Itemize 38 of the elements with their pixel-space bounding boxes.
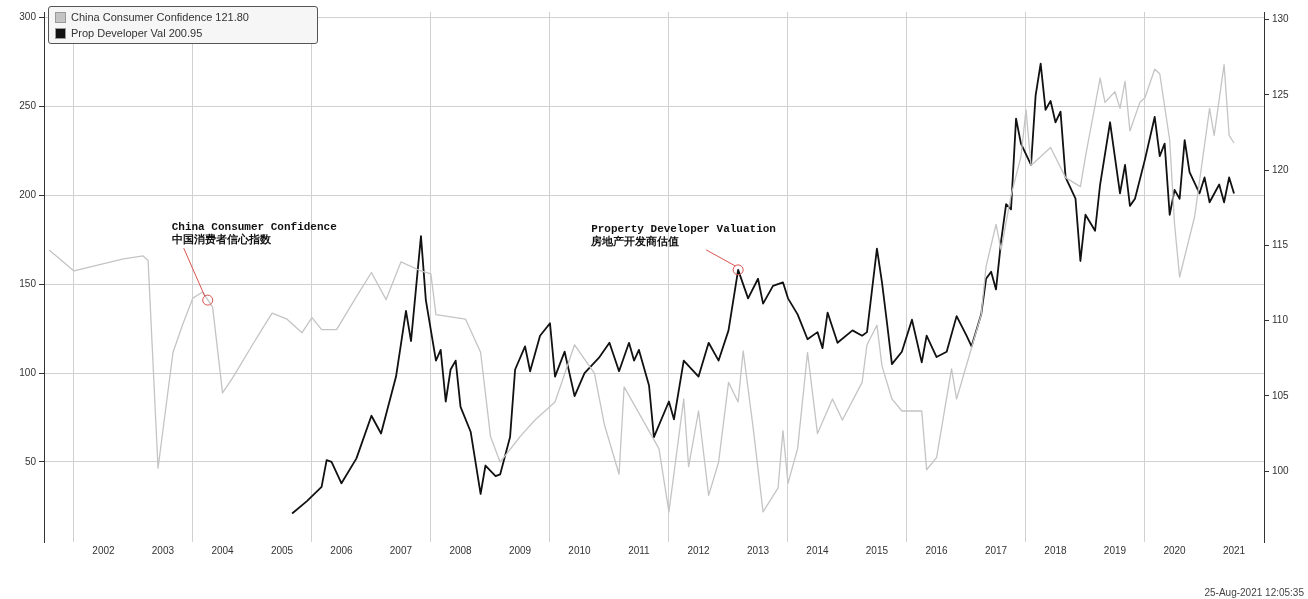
x-tick-label: 2013 [746,544,770,556]
x-tick-label: 2014 [806,544,830,556]
x-tick-label: 2006 [330,544,354,556]
legend-label: Prop Developer Val 200.95 [71,27,204,39]
y2-tick-label: 100 [1272,464,1290,476]
x-tick-label: 2018 [1044,544,1068,556]
y2-tick-label: 125 [1272,88,1290,100]
annotation: Property Developer Valuation 房地产开发商估值 [590,223,776,249]
x-tick-label: 2020 [1163,544,1187,556]
y-tick-label: 200 [19,188,37,200]
legend-label: China Consumer Confidence 121.80 [71,11,250,23]
text: 25-Aug-2021 12:05:35 [1204,587,1304,598]
y-tick-label: 50 [24,455,37,467]
y-tick-label: 300 [19,11,37,23]
x-tick-label: 2007 [389,544,413,556]
y-tick-label: 250 [19,100,37,112]
y-tick-label: 100 [19,366,37,378]
x-tick-label: 2004 [211,544,235,556]
annotation: China Consumer Confidence 中国消费者信心指数 [171,221,338,247]
y-tick-label: 150 [19,277,37,289]
x-tick-label: 2015 [865,544,889,556]
y2-tick-label: 115 [1272,239,1289,251]
x-tick-label: 2003 [151,544,175,556]
y2-tick-label: 105 [1272,389,1290,401]
x-tick-label: 2019 [1103,544,1127,556]
y2-tick-label: 120 [1272,163,1290,175]
x-tick-label: 2017 [984,544,1008,556]
x-tick-label: 2011 [628,544,651,556]
x-tick-label: 2016 [925,544,949,556]
x-tick-label: 2021 [1222,544,1246,556]
x-tick-label: 2005 [270,544,294,556]
x-tick-label: 2012 [687,544,711,556]
y2-tick-label: 130 [1272,13,1290,25]
y2-tick-label: 110 [1272,314,1289,326]
x-tick-label: 2010 [568,544,592,556]
x-tick-label: 2009 [508,544,532,556]
x-tick-label: 2008 [449,544,473,556]
x-tick-label: 2002 [92,544,116,556]
